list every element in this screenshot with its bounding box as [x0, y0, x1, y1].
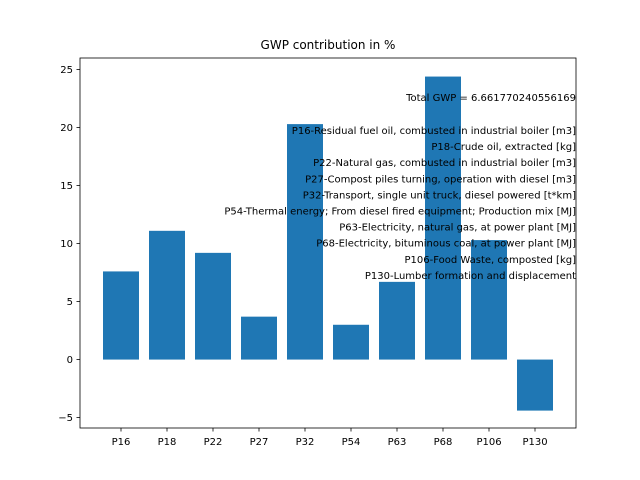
bar-p32: [287, 124, 323, 360]
x-tick-label-p18: P18: [158, 437, 177, 448]
annotation-line-9: P106-Food Waste, composted [kg]: [405, 255, 577, 266]
annotation-line-1: P16-Residual fuel oil, combusted in indu…: [292, 126, 576, 137]
annotation-line-2: P18-Crude oil, extracted [kg]: [431, 142, 576, 153]
y-tick-label-20: 20: [60, 123, 73, 134]
annotation-line-5: P32-Transport, single unit truck, diesel…: [303, 190, 576, 201]
y-tick-label-25: 25: [60, 65, 73, 76]
x-tick-label-p130: P130: [522, 437, 547, 448]
y-tick-label-15: 15: [60, 181, 73, 192]
annotation-line-3: P22-Natural gas, combusted in industrial…: [313, 158, 576, 169]
bar-p27: [241, 316, 277, 360]
x-tick-label-p68: P68: [434, 437, 453, 448]
x-tick-label-p106: P106: [476, 437, 501, 448]
total-gwp-annotation: Total GWP = 6.661770240556169: [405, 93, 576, 104]
y-tick-label-5: 5: [67, 297, 73, 308]
bar-p130: [517, 359, 553, 411]
x-axis: P16 P18 P22 P27 P32 P54 P63 P68 P106 P130: [112, 428, 548, 448]
x-tick-label-p16: P16: [112, 437, 131, 448]
bar-p22: [195, 252, 231, 360]
bar-p54: [333, 324, 369, 360]
annotation-line-6: P54-Thermal energy; From diesel fired eq…: [224, 207, 576, 218]
chart-title: GWP contribution in %: [261, 38, 396, 52]
y-axis: −5 0 5 10 15 20 25: [58, 65, 80, 424]
y-tick-label-10: 10: [60, 239, 73, 250]
bar-p63: [379, 281, 415, 360]
plot-frame: [79, 57, 577, 429]
x-tick-label-p22: P22: [204, 437, 223, 448]
annotations: Total GWP = 6.661770240556169 P16-Residu…: [224, 93, 576, 282]
y-tick-label-0: 0: [67, 355, 73, 366]
annotation-line-10: P130-Lumber formation and displacement: [365, 271, 576, 282]
bar-p106: [471, 240, 507, 360]
y-tick-label--5: −5: [58, 413, 73, 424]
annotation-line-4: P27-Compost piles turning, operation wit…: [305, 174, 576, 185]
x-tick-label-p54: P54: [342, 437, 361, 448]
x-tick-label-p32: P32: [296, 437, 315, 448]
bar-p68: [425, 76, 461, 360]
x-tick-label-p63: P63: [388, 437, 407, 448]
annotation-line-8: P68-Electricity, bituminous coal, at pow…: [316, 239, 576, 250]
bar-p18: [149, 230, 185, 360]
annotation-line-7: P63-Electricity, natural gas, at power p…: [339, 223, 576, 234]
bars-group: [103, 76, 553, 411]
x-tick-label-p27: P27: [250, 437, 269, 448]
bar-p16: [103, 271, 139, 360]
